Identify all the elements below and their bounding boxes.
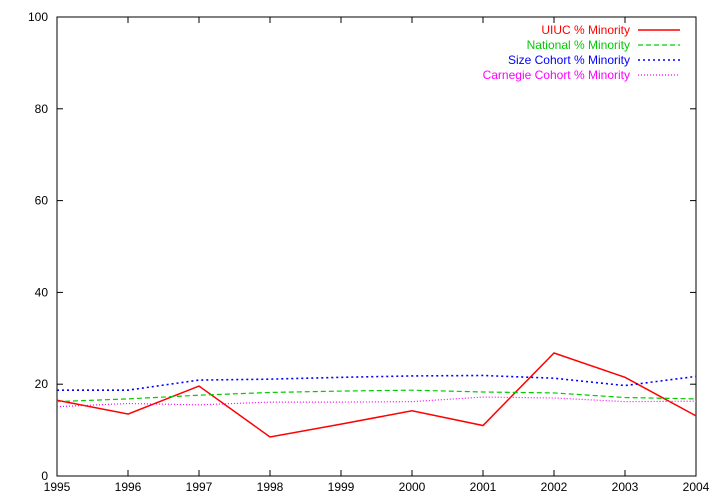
x-tick-label: 1997 <box>186 480 213 494</box>
x-tick-label: 1996 <box>115 480 142 494</box>
plot-frame <box>56 16 697 477</box>
y-tick-label: 0 <box>41 469 48 483</box>
plot-axes: 0 20 40 60 80 100 1995 1996 1997 1998 1999 2000 2001… <box>28 10 710 494</box>
y-tick-label: 20 <box>35 377 49 391</box>
x-tick-label: 1999 <box>328 480 355 494</box>
x-tick-label: 2001 <box>470 480 497 494</box>
y-tick-label: 60 <box>35 194 49 208</box>
x-tick-label: 2003 <box>612 480 639 494</box>
x-tick-label: 1995 <box>44 480 71 494</box>
series-line-0 <box>56 352 697 438</box>
legend-label-2: Size Cohort % Minority <box>508 53 630 67</box>
y-tick-label: 80 <box>35 102 49 116</box>
series-line-3 <box>56 396 697 408</box>
series-layer <box>56 352 697 438</box>
x-tick-label: 2000 <box>399 480 426 494</box>
x-tick-label: 2002 <box>541 480 568 494</box>
x-tick-label: 2004 <box>683 480 710 494</box>
legend-label-1: National % Minority <box>527 38 630 52</box>
x-tick-label: 1998 <box>257 480 284 494</box>
legend-label-0: UIUC % Minority <box>541 23 630 37</box>
series-line-2 <box>57 374 697 391</box>
y-tick-label: 40 <box>35 285 49 299</box>
legend-label-3: Carnegie Cohort % Minority <box>483 68 630 82</box>
series-line-1 <box>56 389 697 403</box>
y-tick-label: 100 <box>28 10 48 24</box>
